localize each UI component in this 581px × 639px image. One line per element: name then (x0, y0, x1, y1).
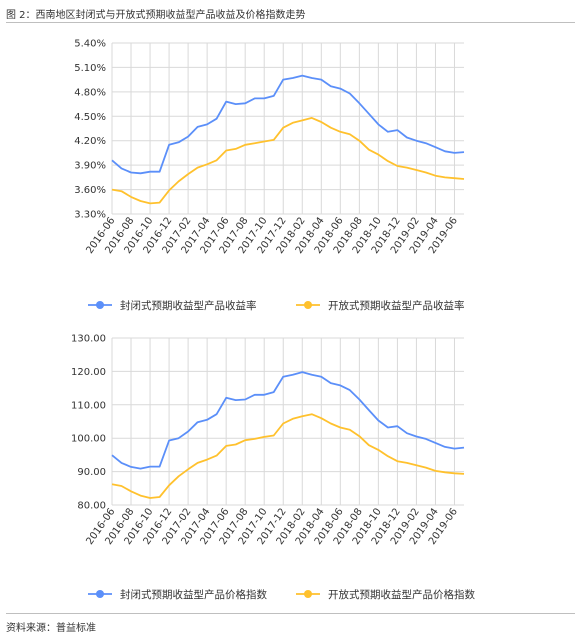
series-line-open (111, 413, 465, 499)
legend-dot-marker (96, 590, 104, 598)
legend-dot-marker (96, 301, 104, 309)
series-line-closed (111, 371, 465, 470)
y-tick-label: 3.30% (74, 210, 106, 221)
top-rule (6, 22, 575, 23)
y-tick-label: 120.00 (71, 367, 106, 378)
y-tick-label: 3.90% (74, 161, 106, 172)
y-tick-label: 130.00 (71, 334, 106, 345)
legend-label: 封闭式预期收益型产品收益率 (120, 299, 257, 312)
legend-dot-marker (304, 301, 312, 309)
y-tick-label: 110.00 (71, 400, 106, 411)
source-note: 资料来源：普益标准 (6, 623, 96, 634)
legend-label: 开放式预期收益型产品收益率 (328, 299, 465, 312)
legend-dot-marker (304, 590, 312, 598)
legend-label: 封闭式预期收益型产品价格指数 (120, 588, 267, 601)
y-tick-label: 5.40% (74, 39, 106, 50)
series-line-open (111, 117, 465, 205)
yield-chart: 5.40% 5.10% 4.80% 4.50% 4.20% 3.90% 3.60% 3.30%… (74, 39, 465, 313)
y-tick-label: 4.20% (74, 136, 106, 147)
figure-title: 图 2：西南地区封闭式与开放式预期收益型产品收益及价格指数走势 (6, 10, 306, 21)
y-tick-label: 4.50% (74, 112, 106, 123)
price-index-chart: 130.00120.00110.00100.0090.0080.002016-0… (71, 334, 475, 602)
y-tick-label: 3.60% (74, 185, 106, 196)
y-tick-label: 100.00 (71, 434, 106, 445)
series-line-closed (111, 74, 465, 175)
y-tick-label: 5.10% (74, 63, 106, 74)
bottom-rule (6, 613, 575, 614)
legend-label: 开放式预期收益型产品价格指数 (328, 588, 475, 601)
y-tick-label: 80.00 (77, 501, 106, 512)
y-tick-label: 90.00 (77, 467, 106, 478)
y-tick-label: 4.80% (74, 87, 106, 98)
